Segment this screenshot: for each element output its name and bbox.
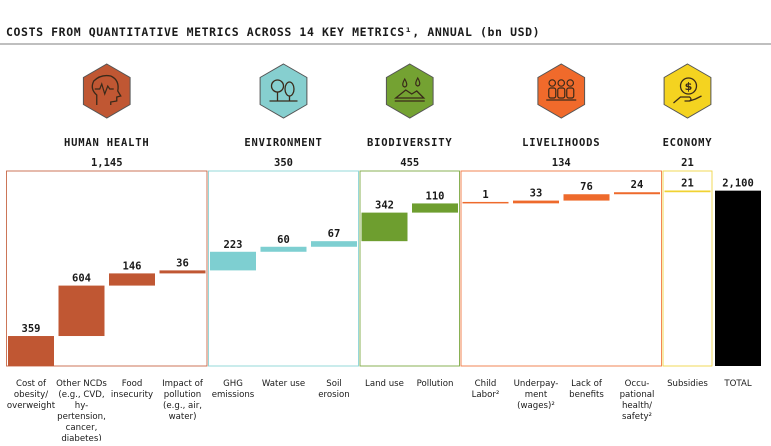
- value-label-7: 342: [375, 200, 394, 212]
- category-groups: HUMAN HEALTH 1,145 ENVIRONMENT 350 BIODIVERS…: [6, 63, 713, 367]
- bar-7: [361, 212, 408, 242]
- bars: 359 604 146 36 223 60 67 342 110 1 33 76 24 21 2,100: [8, 177, 761, 366]
- group-total-2: 455: [400, 157, 419, 169]
- bar-12: [614, 192, 660, 195]
- trees-icon: [259, 63, 308, 119]
- value-label-0: 359: [22, 323, 41, 335]
- category-label-6: Soil erosion: [318, 379, 349, 400]
- value-label-3: 36: [176, 257, 189, 269]
- bar-5: [260, 246, 307, 252]
- category-label-2: Food insecurity: [111, 379, 153, 400]
- category-label-12: Occu-pational health/safety²: [620, 379, 655, 422]
- value-label-4: 223: [224, 239, 243, 251]
- category-label-5: Water use: [262, 379, 305, 389]
- bar-3: [159, 270, 206, 274]
- category-label-1: Other NCDs (e.g., CVD, hy-pertension, cance…: [56, 379, 107, 441]
- value-label-14: 2,100: [722, 178, 754, 190]
- bar-14: [715, 190, 761, 366]
- value-label-11: 76: [580, 181, 593, 193]
- value-label-9: 1: [482, 189, 488, 201]
- group-frame-4: [662, 170, 713, 367]
- category-label-14: TOTAL: [723, 379, 751, 389]
- bar-1: [58, 285, 105, 337]
- money-hand-icon: $: [663, 63, 712, 119]
- group-total-1: 350: [274, 157, 293, 169]
- category-label-0: Cost of obesity/overweight: [7, 379, 56, 411]
- chart-title: COSTS FROM QUANTITATIVE METRICS ACROSS 1…: [6, 25, 540, 39]
- group-name-4: ECONOMY: [663, 137, 713, 149]
- bar-13: [664, 190, 711, 193]
- group-total-3: 134: [552, 157, 571, 169]
- group-frame-0: [6, 170, 208, 367]
- category-label-8: Pollution: [417, 379, 454, 389]
- value-label-13: 21: [681, 177, 694, 189]
- group-frame-2: [359, 170, 460, 367]
- group-frame-3: [460, 170, 662, 367]
- head-brain-icon: [82, 63, 131, 119]
- bar-4: [210, 251, 256, 271]
- svg-text:$: $: [685, 80, 693, 93]
- group-total-0: 1,145: [91, 157, 123, 169]
- value-label-5: 60: [277, 234, 290, 246]
- value-label-10: 33: [530, 188, 543, 200]
- category-label-3: Impact of pollution (e.g., air, water): [162, 379, 204, 422]
- value-label-1: 604: [72, 273, 91, 285]
- category-label-10: Underpay-ment (wages)²: [514, 379, 559, 411]
- bar-6: [311, 241, 357, 247]
- category-label-4: GHG emissions: [212, 379, 255, 400]
- landscape-droplets-icon: [385, 63, 434, 119]
- category-label-9: Child Labor²: [472, 379, 500, 400]
- group-name-3: LIVELIHOODS: [522, 137, 600, 149]
- bar-0: [8, 336, 54, 366]
- value-label-2: 146: [123, 260, 142, 272]
- people-group-icon: [537, 63, 586, 119]
- bar-10: [513, 200, 559, 204]
- group-name-0: HUMAN HEALTH: [64, 137, 149, 149]
- group-frame-1: [208, 170, 359, 367]
- value-label-6: 67: [328, 228, 341, 240]
- bar-2: [109, 273, 155, 286]
- value-label-12: 24: [631, 179, 644, 191]
- group-name-1: ENVIRONMENT: [244, 137, 322, 149]
- bar-9: [462, 201, 509, 204]
- bar-11: [563, 194, 610, 201]
- category-label-7: Land use: [365, 379, 404, 389]
- category-label-11: Lack of benefits: [569, 379, 604, 400]
- bar-8: [412, 203, 458, 213]
- group-name-2: BIODIVERSITY: [367, 137, 452, 149]
- value-label-8: 110: [426, 190, 445, 202]
- category-label-13: Subsidies: [667, 379, 708, 389]
- group-total-4: 21: [681, 157, 694, 169]
